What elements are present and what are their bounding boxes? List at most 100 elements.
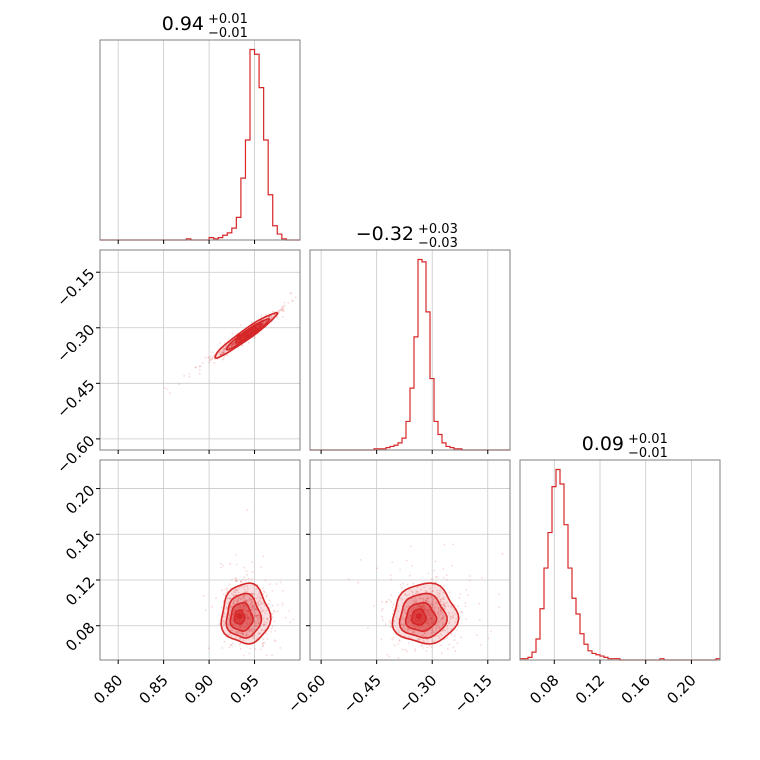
scatter-point — [455, 618, 458, 620]
scatter-point — [259, 597, 261, 600]
scatter-point — [258, 599, 261, 602]
scatter-point — [422, 600, 425, 603]
scatter-point — [233, 343, 236, 346]
scatter-point — [400, 624, 403, 626]
scatter-point — [457, 624, 460, 627]
scatter-point — [467, 594, 469, 597]
scatter-point — [404, 593, 406, 596]
scatter-point — [441, 617, 443, 620]
scatter-point — [246, 509, 249, 511]
scatter-point — [265, 618, 268, 620]
scatter-point — [420, 605, 423, 607]
scatter-point — [425, 612, 428, 615]
scatter-point — [228, 597, 231, 600]
scatter-point — [412, 608, 414, 610]
scatter-point — [239, 604, 242, 607]
scatter-point — [367, 627, 369, 629]
scatter-point — [248, 597, 251, 600]
scatter-point — [257, 596, 259, 599]
scatter-point — [395, 616, 398, 619]
scatter-point — [406, 650, 409, 653]
scatter-point — [253, 593, 255, 596]
scatter-point — [243, 605, 245, 608]
scatter-point — [253, 607, 256, 610]
y-tick-label: 0.08 — [62, 619, 98, 655]
scatter-point — [250, 605, 253, 608]
scatter-point — [257, 614, 259, 616]
scatter-point — [400, 587, 403, 589]
scatter-point — [248, 652, 251, 655]
scatter-point — [244, 626, 247, 629]
scatter-point — [451, 564, 453, 567]
scatter-point — [241, 604, 244, 607]
scatter-point — [433, 640, 435, 642]
scatter-point — [397, 618, 400, 620]
scatter-point — [243, 605, 245, 608]
scatter-point — [258, 632, 261, 634]
scatter-point — [428, 618, 431, 620]
scatter-point — [391, 638, 394, 641]
scatter-point — [231, 344, 234, 347]
scatter-point — [431, 598, 434, 601]
scatter-point — [388, 655, 391, 658]
scatter-point — [251, 321, 253, 323]
y-tick-label: −0.30 — [53, 321, 98, 366]
scatter-point — [239, 606, 242, 609]
scatter-point — [232, 343, 235, 346]
scatter-point — [227, 633, 230, 636]
scatter-point — [251, 578, 253, 580]
scatter-point — [274, 640, 277, 643]
scatter-point — [230, 644, 232, 646]
scatter-point — [434, 635, 437, 638]
scatter-point — [223, 348, 226, 350]
scatter-point — [416, 625, 419, 628]
scatter-point — [464, 602, 467, 605]
scatter-point — [408, 636, 410, 639]
scatter-point — [450, 606, 453, 609]
scatter-point — [456, 642, 459, 645]
scatter-point — [246, 616, 249, 619]
scatter-point — [277, 604, 279, 606]
scatter-point — [436, 625, 439, 627]
scatter-point — [390, 594, 393, 596]
scatter-point — [413, 631, 416, 633]
scatter-point — [430, 618, 432, 621]
scatter-point — [425, 622, 428, 625]
scatter-point — [250, 628, 252, 631]
scatter-point — [446, 628, 449, 630]
scatter-point — [241, 631, 244, 634]
scatter-point — [381, 607, 384, 610]
scatter-point — [449, 616, 452, 618]
scatter-point — [430, 596, 433, 599]
scatter-point — [246, 609, 249, 612]
scatter-point — [222, 350, 225, 353]
scatter-point — [264, 623, 266, 626]
scatter-point — [231, 617, 234, 620]
scatter-point — [427, 624, 430, 626]
scatter-point — [498, 606, 501, 609]
panel-frame — [99, 249, 301, 451]
scatter-point — [420, 588, 422, 591]
scatter-point — [213, 361, 216, 364]
scatter-point — [453, 609, 455, 611]
scatter-point — [251, 606, 254, 609]
scatter-point — [253, 624, 256, 627]
scatter-point — [224, 347, 226, 350]
scatter-point — [234, 608, 237, 611]
scatter-point — [408, 619, 411, 622]
scatter-point — [399, 584, 402, 586]
scatter-point — [442, 618, 445, 621]
scatter-point — [284, 616, 287, 619]
scatter-point — [274, 629, 276, 632]
scatter-point — [242, 609, 245, 612]
scatter-point — [233, 601, 235, 603]
scatter-point — [232, 591, 235, 593]
scatter-point — [437, 635, 439, 637]
panel-title-upper-error: +0.03 — [418, 222, 458, 237]
scatter-point — [412, 593, 415, 596]
scatter-point — [423, 604, 426, 607]
scatter-point — [224, 348, 227, 350]
scatter-point — [452, 614, 455, 617]
x-tick-label: −0.60 — [284, 671, 329, 716]
scatter-point — [426, 611, 429, 614]
